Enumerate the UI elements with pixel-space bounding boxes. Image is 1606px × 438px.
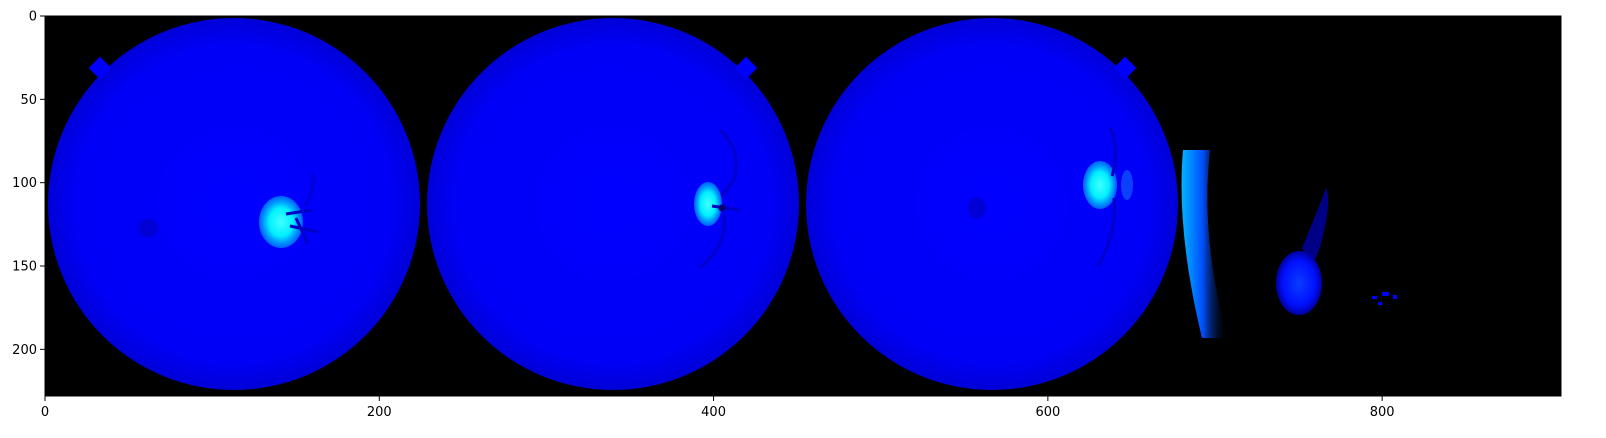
y-axis: 0 50 100 150 200 [12, 10, 45, 358]
image-area [45, 16, 1561, 396]
optic-disc [259, 196, 303, 248]
y-tick-label: 200 [12, 343, 37, 358]
x-tick-label: 600 [1035, 405, 1060, 420]
y-tick-label: 0 [29, 10, 37, 25]
fundus-image-1 [48, 18, 420, 390]
fundus-image-2 [427, 18, 799, 390]
optic-disc [1083, 161, 1117, 209]
x-tick-label: 0 [41, 405, 49, 420]
fundus-image-3 [806, 18, 1178, 390]
y-tick-label: 150 [12, 260, 37, 275]
x-tick-label: 200 [367, 405, 392, 420]
y-tick-label: 100 [12, 176, 37, 191]
x-axis: 0 200 400 600 800 [41, 396, 1395, 420]
fovea-spot [968, 197, 986, 219]
fundus-blob-fragment [1276, 188, 1329, 315]
fundus-crescent-fragment [1181, 150, 1228, 338]
x-tick-label: 800 [1370, 405, 1395, 420]
y-tick-label: 50 [20, 93, 37, 108]
noise-speckles [1372, 292, 1397, 305]
x-tick-label: 400 [701, 405, 726, 420]
optic-disc [694, 182, 722, 226]
axes-frame [44, 15, 1562, 397]
fovea-spot [138, 219, 158, 237]
